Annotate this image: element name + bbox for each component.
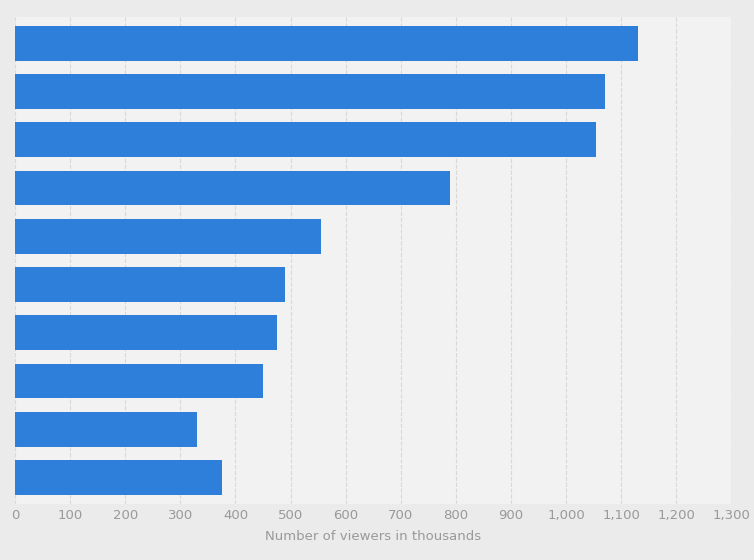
- Bar: [15, 315, 277, 350]
- Bar: [15, 460, 222, 495]
- Bar: [15, 412, 197, 446]
- Bar: [15, 26, 638, 60]
- X-axis label: Number of viewers in thousands: Number of viewers in thousands: [265, 530, 481, 543]
- Bar: [15, 123, 596, 157]
- Bar: [15, 74, 605, 109]
- Bar: [15, 171, 450, 206]
- Bar: [15, 267, 285, 302]
- Bar: [15, 219, 321, 254]
- Bar: [15, 363, 263, 398]
